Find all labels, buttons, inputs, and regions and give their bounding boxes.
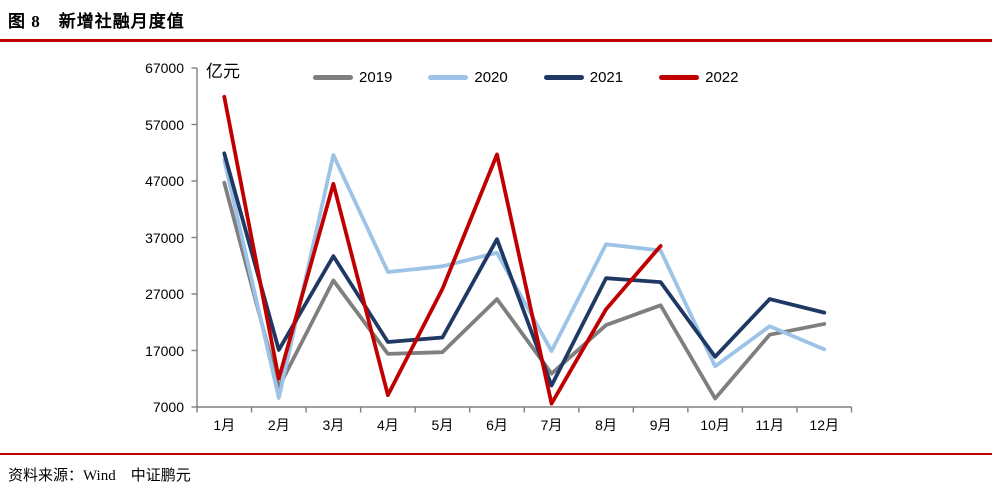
- x-axis-label: 6月: [486, 417, 508, 433]
- y-axis-label: 67000: [145, 60, 184, 76]
- legend-item-2020: 2020: [428, 69, 508, 86]
- x-axis-label: 2月: [267, 417, 290, 433]
- x-axis-label: 3月: [322, 417, 345, 433]
- x-axis-label: 10月: [700, 417, 730, 433]
- x-axis-label: 11月: [755, 417, 784, 433]
- x-axis-label: 4月: [376, 417, 399, 433]
- legend-item-2021: 2021: [543, 69, 624, 86]
- legend-label: 2022: [705, 69, 739, 86]
- x-axis-label: 9月: [649, 417, 672, 433]
- x-axis-label: 12月: [809, 417, 839, 433]
- legend-line-swatch: [428, 75, 469, 80]
- y-axis-unit-label: 亿元: [206, 62, 240, 81]
- y-axis-label: 57000: [145, 116, 184, 133]
- legend-line-swatch: [543, 75, 584, 80]
- source-note: 资料来源：Wind 中证鹏元: [8, 468, 191, 484]
- figure-title: 图 8 新增社融月度值: [8, 12, 185, 31]
- y-axis-label: 47000: [145, 173, 184, 189]
- legend-label: 2020: [474, 69, 508, 86]
- x-axis-label: 1月: [213, 417, 236, 433]
- series-line-2019: [222, 180, 827, 401]
- x-axis-label: 8月: [595, 417, 617, 433]
- y-axis-label: 37000: [145, 229, 184, 246]
- series-line-2021: [222, 151, 827, 388]
- legend-label: 2021: [589, 69, 624, 86]
- top-divider-rule: [0, 39, 992, 42]
- y-axis-label: 27000: [145, 286, 184, 302]
- series-line-2022: [222, 94, 663, 406]
- x-axis-label: 5月: [431, 417, 454, 433]
- series-line-2020: [222, 153, 827, 400]
- chart-legend: 2019 2020 2021 2022: [313, 69, 739, 86]
- legend-item-2019: 2019: [313, 69, 392, 86]
- legend-label: 2019: [359, 69, 393, 86]
- x-axis-label: 7月: [540, 417, 563, 433]
- y-axis-label: 17000: [145, 342, 184, 359]
- y-axis-label: 7000: [152, 399, 184, 415]
- legend-line-swatch: [313, 75, 353, 80]
- legend-item-2022: 2022: [659, 69, 739, 86]
- legend-line-swatch: [659, 75, 700, 80]
- bottom-divider-rule: [0, 453, 992, 455]
